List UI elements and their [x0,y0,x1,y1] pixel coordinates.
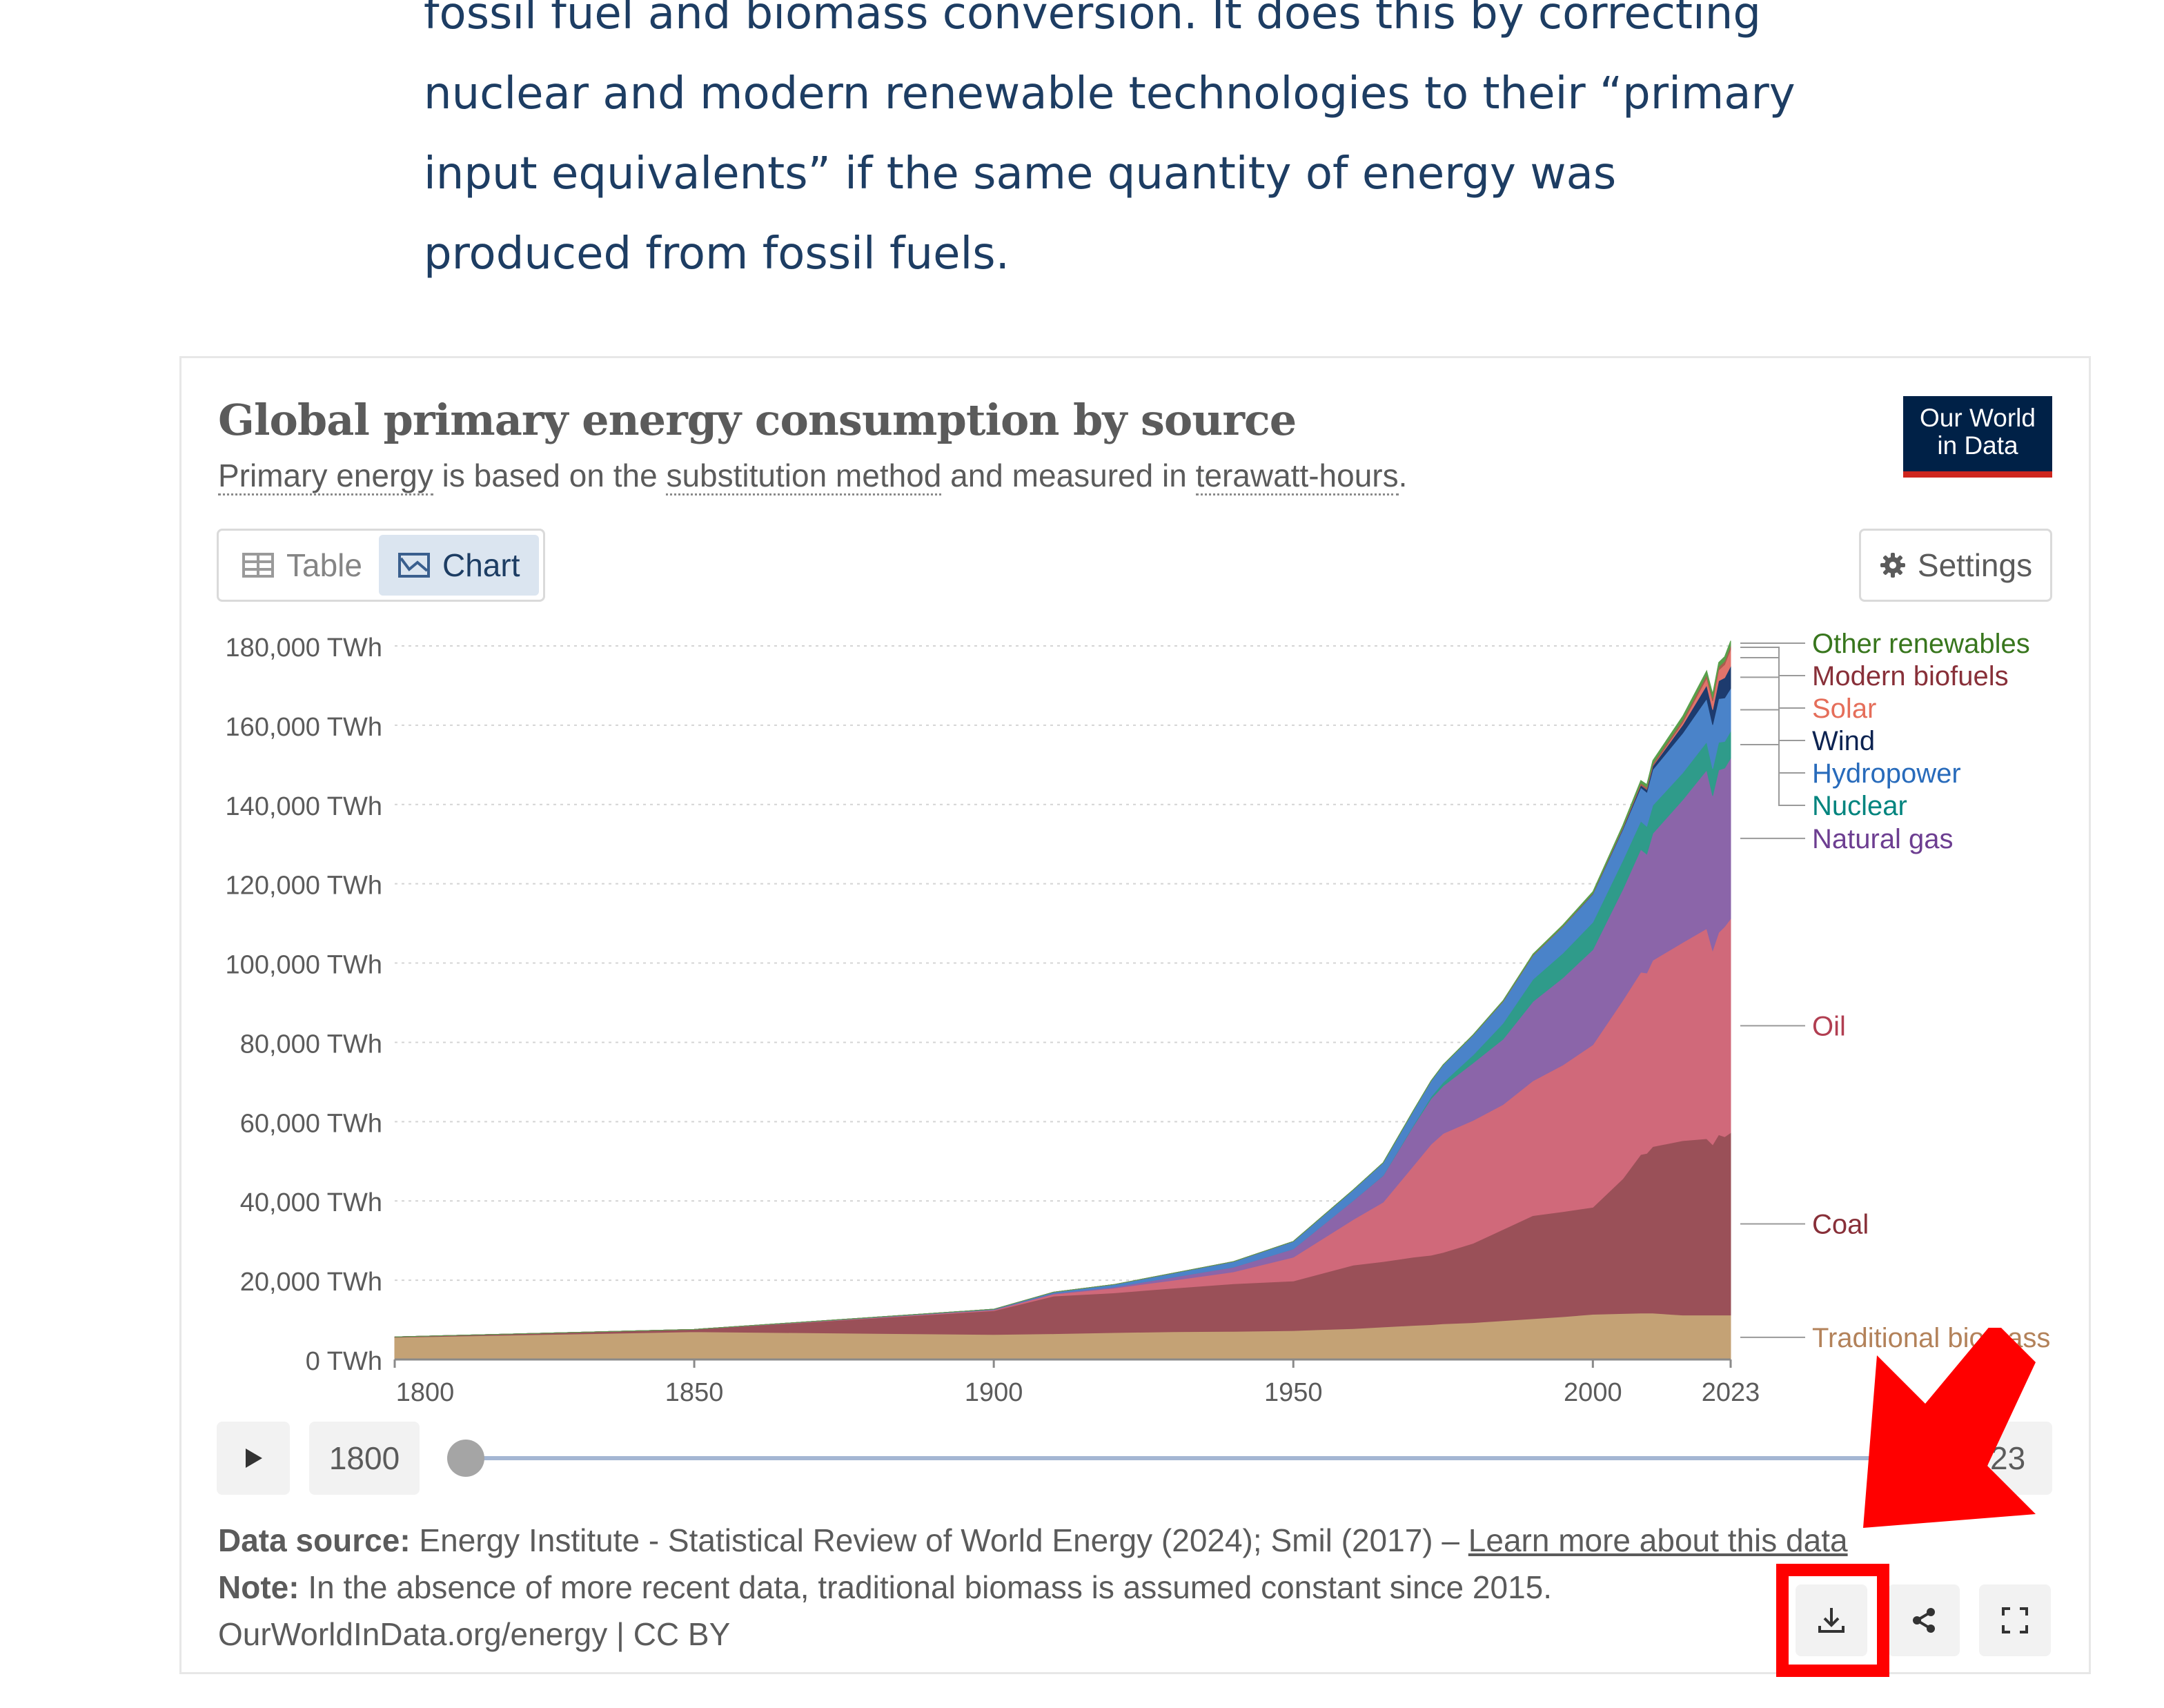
y-tick-label: 160,000 TWh [226,713,382,742]
x-tick-label: 2023 [1702,1378,1760,1407]
series-label: Solar [1812,694,1876,724]
series-label: Nuclear [1812,791,1907,821]
area-series-other-renewables [394,640,1731,1337]
x-tick-label: 1900 [965,1378,1023,1407]
chart-subtitle: Primary energy is based on the substitut… [218,457,1408,495]
download-button[interactable] [1796,1584,1867,1656]
series-label: Coal [1812,1210,1869,1240]
data-source-text: Energy Institute - Statistical Review of… [410,1522,1468,1558]
share-icon [1913,1608,1935,1633]
tab-table-label: Table [286,547,362,583]
y-tick-label: 40,000 TWh [240,1188,382,1217]
timeline-start-handle[interactable] [447,1440,484,1477]
timeline-controls: 1800 2023 [217,1422,2052,1495]
fullscreen-button[interactable] [1979,1584,2051,1656]
data-source-line: Data source: Energy Institute - Statisti… [218,1517,1874,1564]
x-tick-label: 1850 [665,1378,724,1407]
article-line: produced from fossil fuels. [424,228,1010,279]
article-line: fossil fuel and biomass conversion. It d… [424,0,1761,39]
logo-line: in Data [1937,431,2018,460]
data-source-label: Data source: [218,1522,411,1558]
note-line: Note: In the absence of more recent data… [218,1564,1874,1611]
subtitle-text: . [1398,458,1408,493]
primary-energy-link[interactable]: Primary energy [218,458,433,495]
table-icon [242,553,274,578]
share-button[interactable] [1888,1584,1960,1656]
y-tick-label: 140,000 TWh [226,792,382,821]
series-label-connector [1740,656,1805,709]
view-tabs: Table Chart [217,529,545,602]
y-tick-label: 20,000 TWh [240,1268,382,1297]
timeline-track[interactable] [465,1456,1921,1460]
x-tick-label: 1950 [1264,1378,1323,1407]
timeline-start-year[interactable]: 1800 [309,1422,420,1495]
series-label-connector [1740,744,1805,806]
subtitle-text: is based on the [433,458,667,493]
series-label: Oil [1812,1011,1846,1041]
chart-title: Global primary energy consumption by sou… [218,395,1297,445]
play-icon [246,1449,262,1468]
series-label: Hydropower [1812,758,1961,789]
terawatt-hours-link[interactable]: terawatt-hours [1195,458,1399,495]
chart-footer: Data source: Energy Institute - Statisti… [218,1517,1874,1658]
credit-line[interactable]: OurWorldInData.org/energy | CC BY [218,1616,731,1652]
settings-label: Settings [1917,547,2033,583]
note-label: Note: [218,1569,299,1605]
settings-button[interactable]: Settings [1859,529,2052,602]
y-tick-label: 100,000 TWh [226,951,382,980]
owid-logo[interactable]: Our World in Data [1903,396,2052,478]
series-label: Modern biofuels [1812,661,2009,691]
tab-table[interactable]: Table [223,535,377,596]
series-label: Wind [1812,726,1875,756]
note-text: In the absence of more recent data, trad… [299,1569,1553,1605]
tab-chart[interactable]: Chart [379,535,539,596]
article-text: fossil fuel and biomass conversion. It d… [424,0,1914,294]
subtitle-text: and measured in [941,458,1196,493]
y-tick-label: 180,000 TWh [226,634,382,662]
chart-icon [398,553,430,578]
y-tick-label: 120,000 TWh [226,872,382,901]
series-label-connector [1740,709,1805,774]
series-label: Other renewables [1812,629,2030,659]
x-tick-label: 2000 [1564,1378,1622,1407]
y-tick-label: 60,000 TWh [240,1109,382,1138]
logo-line: Our World [1920,404,2036,432]
x-tick-label: 1800 [396,1378,455,1407]
series-label-connector [1740,647,1805,676]
substitution-method-link[interactable]: substitution method [666,458,942,495]
article-line: nuclear and modern renewable technologie… [424,68,1796,119]
fullscreen-icon [2002,1607,2028,1633]
y-tick-label: 80,000 TWh [240,1030,382,1059]
download-highlight-box [1776,1564,1889,1677]
y-tick-label: 0 TWh [306,1347,382,1376]
series-label: Natural gas [1812,824,1954,854]
red-arrow [1863,1328,2036,1528]
learn-more-link[interactable]: Learn more about this data [1468,1522,1848,1558]
tab-chart-label: Chart [442,547,520,583]
play-button[interactable] [217,1422,290,1495]
article-line: input equivalents” if the same quantity … [424,148,1617,199]
download-icon [1818,1608,1845,1633]
gear-icon [1880,553,1905,578]
series-label-connector [1740,676,1805,741]
